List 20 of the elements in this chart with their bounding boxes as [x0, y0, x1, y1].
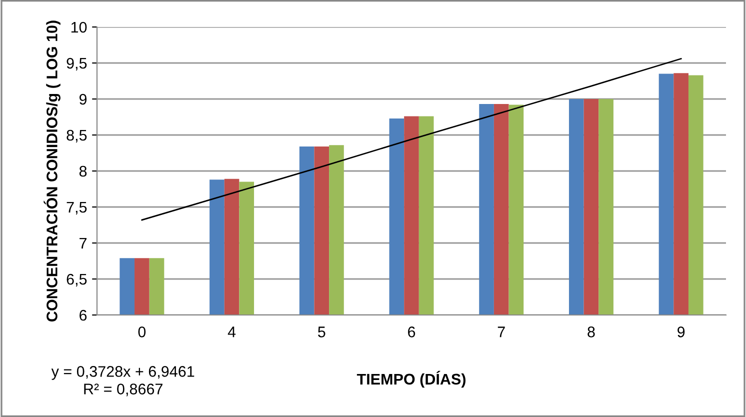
x-tick-label: 7 — [498, 326, 505, 338]
x-tick-label: 4 — [228, 326, 236, 338]
x-tick-label: 0 — [138, 326, 146, 338]
y-tick-label: 6 — [80, 310, 87, 321]
y-axis-title: CONCENTRACIÓN CONIDIOS/g ( LOG 10) — [44, 20, 60, 322]
x-tick-label: 9 — [678, 326, 685, 338]
x-tick-label: 6 — [408, 326, 416, 338]
y-tick-label: 6,5 — [66, 274, 87, 286]
text: y = 0,3728x + 6,9461 R² = 0,8667 — [51, 366, 194, 396]
x-tick-label: 8 — [588, 326, 595, 338]
line-series — [141, 58, 682, 221]
y-tick-label: 10 — [71, 22, 87, 33]
x-tick-label: 5 — [318, 326, 326, 338]
y-tick-label: 8 — [79, 166, 87, 177]
y-tick-label: 9 — [80, 94, 87, 105]
y-tick-label: 7 — [80, 238, 87, 249]
y-tick-label: 8,5 — [66, 130, 87, 142]
y-tick-label: 9,5 — [66, 58, 87, 70]
y-tick-label: 7,5 — [66, 202, 87, 214]
x-axis-title: TIEMPO (DÍAS) — [356, 370, 466, 388]
